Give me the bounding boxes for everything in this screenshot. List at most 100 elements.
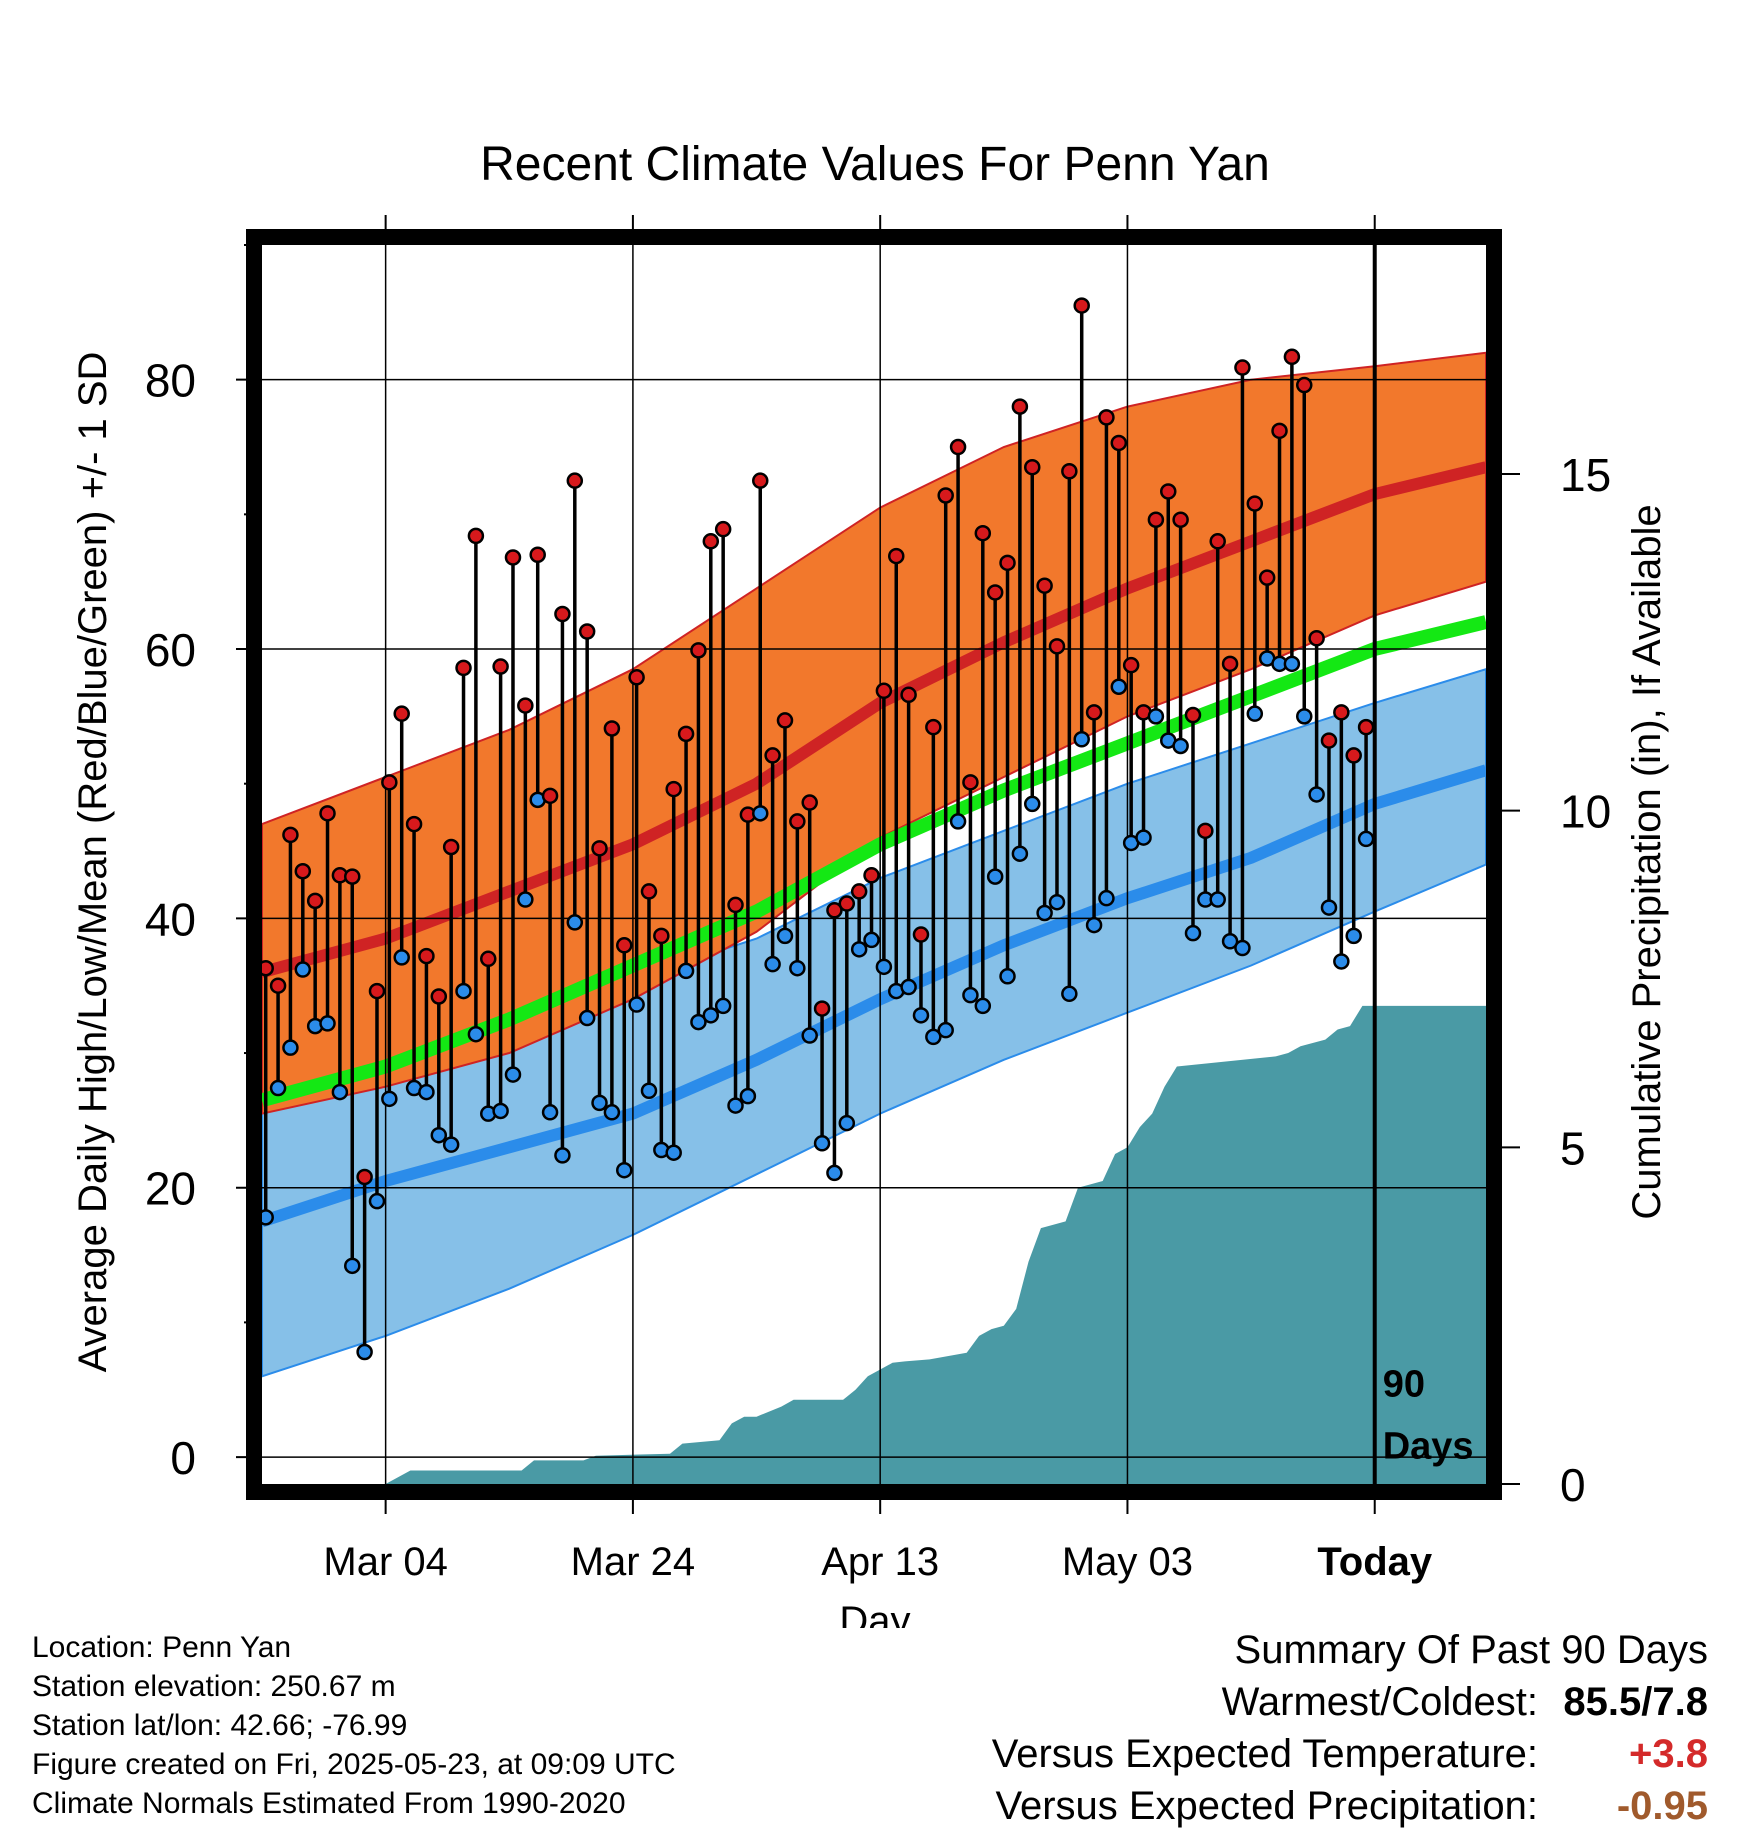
station-latlon: Station lat/lon: 42.66; -76.99: [32, 1709, 408, 1742]
daily-high-point: [702, 533, 720, 550]
daily-high-point: [1271, 422, 1288, 440]
daily-low-point: [776, 927, 794, 945]
daily-high-point: [393, 705, 410, 722]
daily-high-point: [319, 805, 336, 822]
plot-frame: [246, 229, 1502, 1500]
daily-low-point: [1357, 830, 1375, 848]
daily-high-point: [900, 686, 917, 704]
y-axis-label: Average Daily High/Low/Mean (Red/Blue/Gr…: [71, 352, 115, 1373]
daily-high-point: [999, 554, 1016, 572]
daily-low-point: [1110, 678, 1128, 695]
station-elevation: Station elevation: 250.67 m: [32, 1670, 396, 1703]
daily-low-point: [554, 1147, 571, 1164]
daily-high-point: [1011, 398, 1029, 415]
daily-low-point: [912, 1007, 930, 1024]
daily-high-point: [826, 902, 843, 919]
daily-low-point: [430, 1126, 448, 1144]
daily-low-point: [492, 1102, 509, 1120]
daily-high-point: [541, 787, 559, 805]
station-location: Location: Penn Yan: [32, 1631, 292, 1664]
daily-high-point: [1147, 511, 1165, 528]
daily-low-point: [962, 986, 979, 1004]
daily-high-point: [262, 959, 274, 977]
daily-low-point: [999, 968, 1016, 985]
y2-tick-label: 0: [1560, 1459, 1586, 1511]
daily-high-point: [1357, 718, 1375, 736]
daily-high-point: [1122, 656, 1140, 674]
daily-low-point: [764, 955, 781, 973]
daily-low-point: [1283, 655, 1301, 673]
daily-high-point: [442, 838, 460, 856]
daily-high-point: [467, 527, 485, 545]
daily-high-point: [1221, 655, 1239, 673]
daily-low-point: [789, 959, 806, 977]
y2-axis-label: Cumulative Precipitation (in), If Availa…: [1625, 504, 1669, 1219]
daily-low-point: [1024, 795, 1041, 813]
daily-high-point: [1296, 376, 1313, 394]
daily-low-point: [640, 1082, 658, 1100]
daily-high-point: [269, 977, 287, 994]
daily-high-point: [1234, 359, 1251, 376]
x-tick-label: Today: [1317, 1540, 1433, 1584]
summary-label: Warmest/Coldest:: [1221, 1680, 1538, 1724]
daily-low-point: [863, 931, 880, 949]
daily-low-point: [442, 1136, 460, 1153]
daily-high-point: [529, 546, 546, 563]
daily-high-point: [752, 472, 769, 489]
summary-value: 85.5/7.8: [1563, 1680, 1708, 1724]
daily-low-point: [727, 1097, 744, 1114]
normals-period: Climate Normals Estimated From 1990-2020: [32, 1787, 626, 1820]
x-axis-label: Day: [839, 1599, 910, 1628]
daily-low-point: [1048, 893, 1066, 911]
today-label-unit: Days: [1383, 1425, 1474, 1467]
daily-low-point: [1011, 845, 1029, 862]
daily-low-point: [850, 941, 868, 958]
daily-low-point: [838, 1114, 856, 1132]
daily-high-point: [1098, 409, 1115, 426]
daily-low-point: [801, 1027, 818, 1044]
daily-high-point: [381, 774, 398, 791]
climate-chart: Recent Climate Values For Penn Yan 90 Day…: [71, 138, 1669, 1628]
daily-high-point: [690, 642, 707, 659]
daily-low-point: [269, 1079, 287, 1097]
daily-low-point: [1147, 708, 1165, 725]
daily-high-point: [986, 584, 1004, 601]
daily-high-point: [628, 669, 645, 686]
daily-low-point: [925, 1028, 942, 1046]
daily-low-point: [937, 1021, 954, 1039]
daily-low-point: [616, 1161, 633, 1179]
daily-low-point: [262, 1209, 274, 1226]
y-tick-label: 0: [170, 1432, 196, 1484]
daily-high-point: [1085, 704, 1103, 721]
daily-low-point: [504, 1066, 522, 1083]
daily-high-point: [1258, 569, 1276, 586]
summary-title: Summary Of Past 90 Days: [1234, 1628, 1708, 1672]
daily-high-point: [665, 780, 682, 798]
daily-low-point: [628, 996, 645, 1013]
daily-high-point: [677, 725, 695, 743]
daily-high-point: [838, 895, 856, 912]
daily-high-point: [789, 813, 806, 830]
y-tick-label: 80: [145, 355, 196, 407]
daily-high-point: [727, 896, 744, 914]
daily-high-point: [888, 547, 905, 565]
daily-low-point: [1296, 708, 1313, 725]
daily-high-point: [1283, 348, 1301, 366]
daily-high-point: [1320, 732, 1338, 749]
daily-high-point: [776, 712, 794, 729]
daily-high-point: [1197, 822, 1214, 840]
daily-low-point: [1172, 737, 1189, 755]
daily-high-point: [282, 826, 299, 844]
daily-high-point: [603, 720, 621, 737]
daily-high-point: [480, 950, 497, 968]
daily-high-point: [1110, 434, 1128, 452]
summary-label: Versus Expected Temperature:: [991, 1732, 1538, 1776]
daily-high-point: [1345, 747, 1362, 764]
daily-low-point: [1073, 731, 1090, 748]
daily-high-point: [1048, 638, 1066, 655]
daily-low-point: [986, 868, 1004, 885]
summary-label: Versus Expected Precipitation:: [995, 1784, 1538, 1828]
daily-low-point: [418, 1083, 435, 1101]
daily-high-point: [653, 927, 670, 945]
daily-high-point: [405, 815, 423, 833]
